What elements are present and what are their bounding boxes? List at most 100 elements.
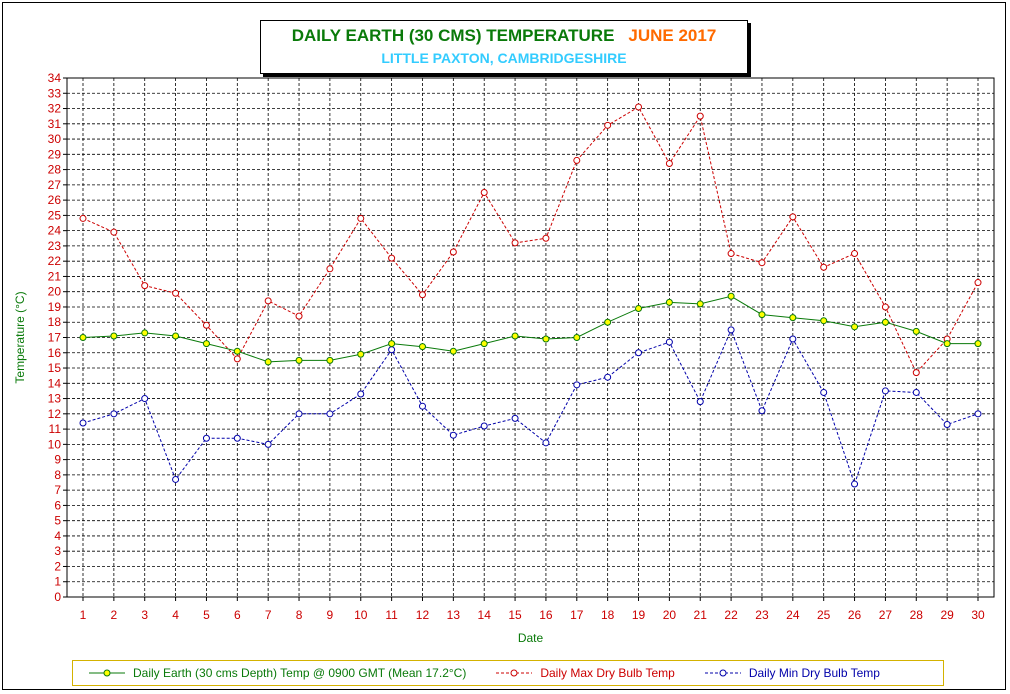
x-tick-label: 21 xyxy=(694,608,708,622)
data-point-max xyxy=(820,263,828,271)
y-tick-label: 27 xyxy=(48,178,62,192)
chart-title: DAILY EARTH (30 CMS) TEMPERATURE xyxy=(291,26,615,45)
x-tick-label: 20 xyxy=(663,608,677,622)
data-point-min xyxy=(264,440,272,448)
data-point-earth xyxy=(635,304,643,312)
data-point-max xyxy=(264,297,272,305)
data-point-max xyxy=(141,282,149,290)
x-tick-label: 23 xyxy=(755,608,769,622)
y-tick-label: 18 xyxy=(48,315,62,329)
data-point-min xyxy=(789,335,797,343)
y-tick-label: 4 xyxy=(54,529,61,543)
legend-item-min: Daily Min Dry Bulb Temp xyxy=(703,666,880,680)
y-tick-label: 3 xyxy=(54,544,61,558)
data-point-min xyxy=(851,480,859,488)
y-tick-label: 25 xyxy=(48,208,62,222)
data-point-earth xyxy=(696,300,704,308)
y-tick-label: 30 xyxy=(48,132,62,146)
data-point-min xyxy=(233,434,241,442)
data-point-max xyxy=(881,303,889,311)
series-line-max xyxy=(82,106,979,374)
data-point-earth xyxy=(974,340,982,348)
data-point-max xyxy=(233,355,241,363)
y-tick-label: 2 xyxy=(54,559,61,573)
data-point-max xyxy=(635,103,643,111)
x-tick-label: 26 xyxy=(848,608,862,622)
data-point-earth xyxy=(511,332,519,340)
data-point-max xyxy=(665,159,673,167)
data-point-max xyxy=(202,321,210,329)
data-point-max xyxy=(851,250,859,258)
chart-title-box: DAILY EARTH (30 CMS) TEMPERATURE JUNE 201… xyxy=(260,20,748,74)
x-tick-label: 6 xyxy=(234,608,241,622)
data-point-max xyxy=(480,188,488,196)
x-tick-label: 18 xyxy=(601,608,615,622)
y-tick-label: 11 xyxy=(49,422,62,436)
y-tick-label: 31 xyxy=(48,117,62,131)
data-point-earth xyxy=(727,292,735,300)
data-point-min xyxy=(974,410,982,418)
data-point-earth xyxy=(326,356,334,364)
y-tick-label: 9 xyxy=(54,453,61,467)
grid-lines xyxy=(67,78,994,597)
series-layer xyxy=(79,103,982,488)
data-point-min xyxy=(635,349,643,357)
data-point-max xyxy=(172,289,180,297)
data-point-earth xyxy=(357,350,365,358)
series-line-min xyxy=(82,328,979,486)
data-point-max xyxy=(326,265,334,273)
y-tick-label: 8 xyxy=(54,468,61,482)
legend-swatch-earth xyxy=(89,669,125,677)
data-point-earth xyxy=(295,356,303,364)
data-point-min xyxy=(727,326,735,334)
data-point-max xyxy=(357,214,365,222)
data-point-min xyxy=(604,373,612,381)
data-point-max xyxy=(727,250,735,258)
data-point-max xyxy=(912,369,920,377)
data-point-earth xyxy=(418,343,426,351)
data-point-earth xyxy=(758,311,766,319)
x-tick-label: 30 xyxy=(971,608,985,622)
y-tick-label: 13 xyxy=(48,392,62,406)
data-point-earth xyxy=(665,298,673,306)
data-point-min xyxy=(696,398,704,406)
x-tick-label: 16 xyxy=(539,608,553,622)
y-tick-label: 16 xyxy=(48,346,62,360)
data-point-earth xyxy=(851,323,859,331)
chart-subtitle: LITTLE PAXTON, CAMBRIDGESHIRE xyxy=(381,50,627,66)
y-axis-ticks: 0123456789101112131415161718192021222324… xyxy=(48,71,67,604)
y-axis-label: Temperature (°C) xyxy=(13,291,27,383)
y-tick-label: 0 xyxy=(54,590,61,604)
data-point-max xyxy=(79,214,87,222)
legend-swatch-min xyxy=(704,669,741,677)
series-line-earth xyxy=(82,295,978,363)
data-point-min xyxy=(357,390,365,398)
data-point-max xyxy=(110,228,118,236)
legend-item-earth: Daily Earth (30 cms Depth) Temp @ 0900 G… xyxy=(87,666,466,680)
x-tick-label: 10 xyxy=(354,608,368,622)
y-tick-label: 26 xyxy=(48,193,62,207)
x-tick-label: 28 xyxy=(910,608,924,622)
x-tick-label: 3 xyxy=(141,608,148,622)
data-point-min xyxy=(542,439,550,447)
y-tick-label: 21 xyxy=(48,269,62,283)
legend-label-earth: Daily Earth (30 cms Depth) Temp @ 0900 G… xyxy=(133,666,467,680)
data-point-min xyxy=(79,419,87,427)
data-point-earth xyxy=(449,347,457,355)
data-point-min xyxy=(573,381,581,389)
x-tick-label: 1 xyxy=(80,608,87,622)
data-point-min xyxy=(418,402,426,410)
y-tick-label: 33 xyxy=(48,86,62,100)
chart-title-month: JUNE 2017 xyxy=(628,26,717,45)
data-point-min xyxy=(511,414,519,422)
x-tick-label: 8 xyxy=(296,608,303,622)
data-point-max xyxy=(542,234,550,242)
data-point-earth xyxy=(542,335,550,343)
data-point-min xyxy=(820,388,828,396)
x-tick-label: 25 xyxy=(817,608,831,622)
y-tick-label: 10 xyxy=(48,437,62,451)
series-min xyxy=(79,326,982,488)
x-tick-label: 17 xyxy=(570,608,584,622)
x-tick-label: 22 xyxy=(724,608,738,622)
data-point-earth xyxy=(573,334,581,341)
